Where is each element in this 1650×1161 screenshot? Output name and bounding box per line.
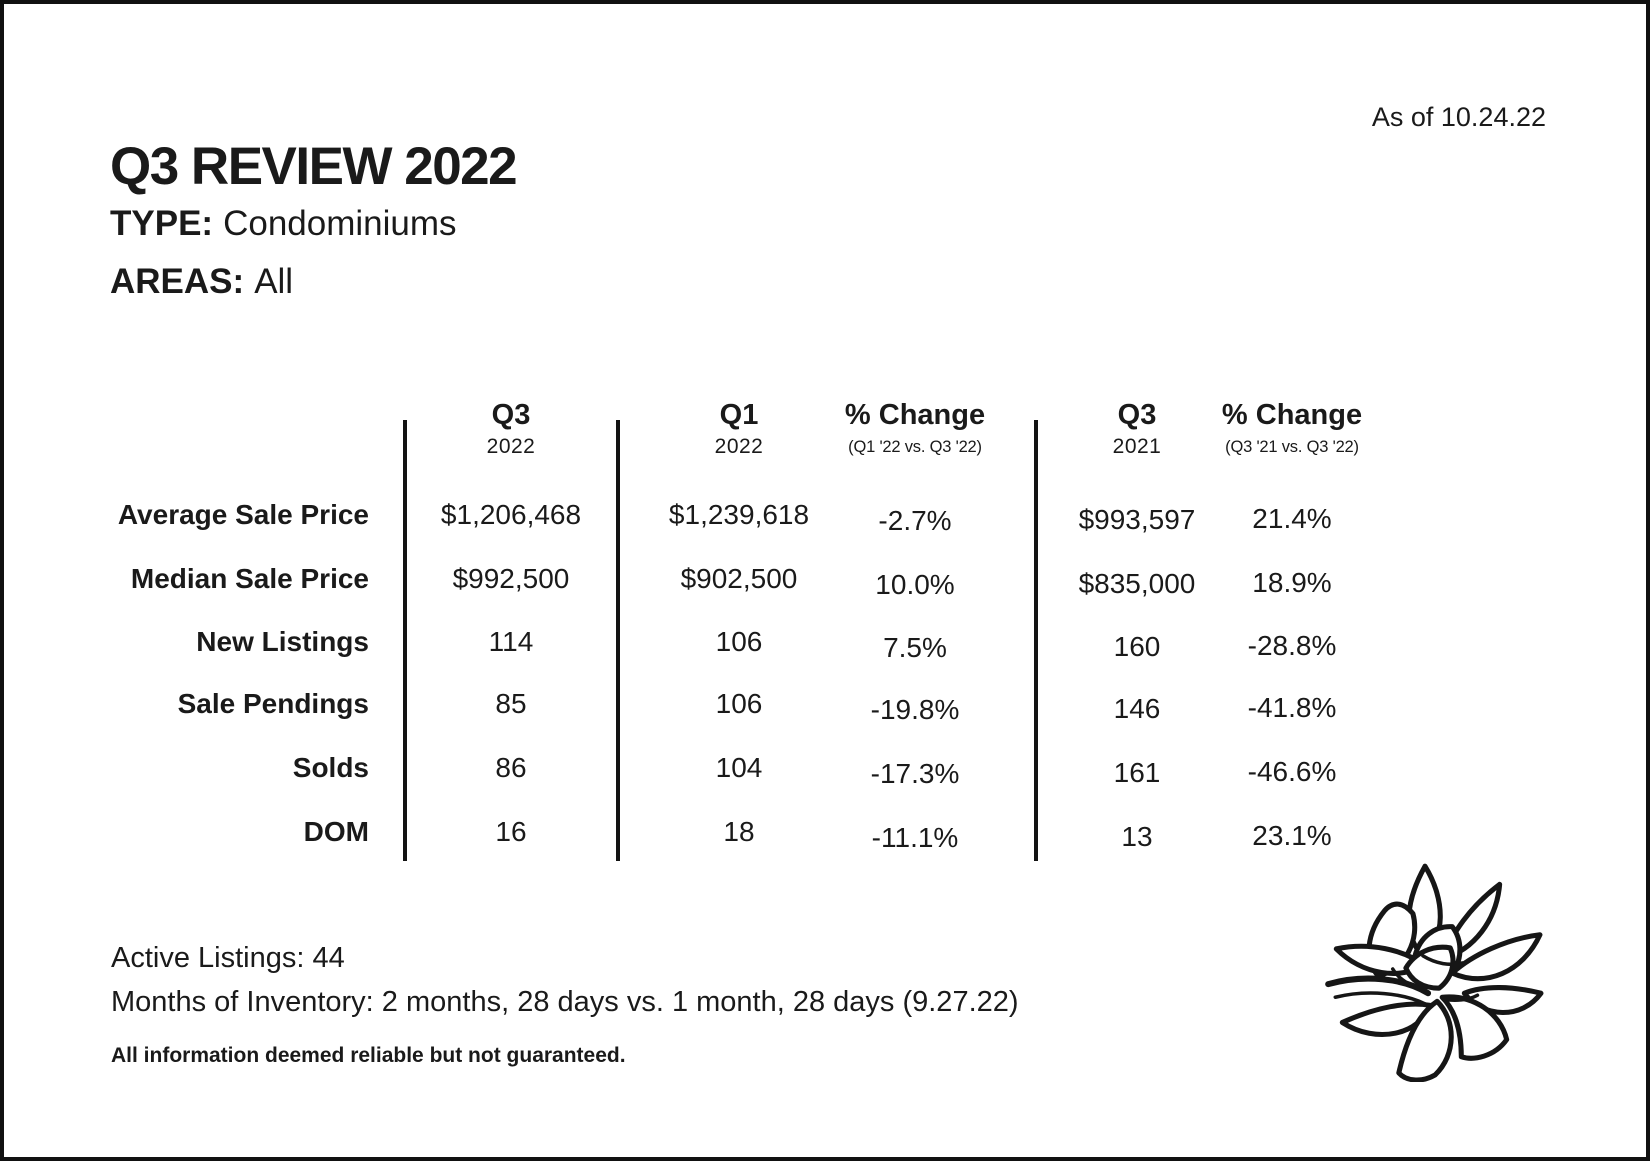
value-pct-q3-vs-q3: -41.8% [1247,692,1337,723]
column-header-pct-change-q1: % Change (Q1 '22 vs. Q3 '22) [805,399,1025,456]
column-header-q3-2021: Q3 2021 [1027,399,1247,458]
row-label: Solds [292,752,369,783]
value-q3-2021: $993,597 [1078,504,1196,535]
value-q1-2022: 106 [715,626,763,657]
value-pct-q1-vs-q3: 10.0% [875,569,955,600]
table-row: New Listings 114 106 7.5% 160 -28.8% [4,620,1646,664]
areas-value: All [254,262,294,301]
type-label: TYPE: [110,204,214,243]
type-line: TYPE: Condominiums [110,204,457,244]
months-of-inventory-text: Months of Inventory: 2 months, 28 days v… [111,986,1019,1018]
value-q1-2022: $902,500 [680,563,798,594]
column-subtitle: (Q3 '21 vs. Q3 '22) [1225,437,1359,456]
value-pct-q3-vs-q3: -28.8% [1247,630,1337,661]
value-q3-2021: 146 [1113,693,1161,724]
magnolia-flower-icon [1302,850,1544,1083]
value-pct-q3-vs-q3: 21.4% [1252,503,1332,534]
column-period: % Change [844,399,986,431]
column-subtitle: (Q1 '22 vs. Q3 '22) [848,437,982,456]
column-period: Q1 [719,399,759,431]
as-of-date: As of 10.24.22 [1371,102,1546,132]
value-q1-2022: $1,239,618 [668,499,810,530]
value-pct-q1-vs-q3: -11.1% [871,822,959,853]
table-row: DOM 16 18 -11.1% 13 23.1% [4,810,1646,854]
value-pct-q1-vs-q3: -19.8% [870,694,960,725]
table-divider-1 [403,420,407,861]
column-period: Q3 [1117,399,1157,431]
value-q3-2021: 13 [1121,821,1153,852]
value-q3-2021: $835,000 [1078,568,1196,599]
row-label: DOM [303,816,369,847]
column-header-pct-change-q3: % Change (Q3 '21 vs. Q3 '22) [1182,399,1402,456]
column-header-q1-2022: Q1 2022 [629,399,849,458]
value-q3-2022: 16 [495,816,527,847]
value-pct-q1-vs-q3: 7.5% [883,632,947,663]
row-label: Sale Pendings [177,688,369,719]
value-q3-2022: 86 [495,752,527,783]
table-divider-2 [616,420,620,861]
value-pct-q1-vs-q3: -17.3% [870,758,960,789]
value-q3-2022: 114 [488,626,534,657]
table-row: Solds 86 104 -17.3% 161 -46.6% [4,746,1646,790]
value-pct-q3-vs-q3: 18.9% [1252,567,1332,598]
row-label: Average Sale Price [117,499,369,530]
disclaimer-text: All information deemed reliable but not … [111,1044,626,1067]
value-q3-2021: 160 [1113,631,1161,662]
active-listings-text: Active Listings: 44 [111,942,345,974]
table-row: Median Sale Price $992,500 $902,500 10.0… [4,557,1646,601]
value-q3-2022: $992,500 [452,563,570,594]
row-label: New Listings [196,626,369,657]
value-q1-2022: 104 [715,752,763,783]
areas-label: AREAS: [110,262,245,301]
value-q3-2022: 85 [495,688,527,719]
table-row: Average Sale Price $1,206,468 $1,239,618… [4,493,1646,537]
column-year: 2022 [486,434,536,458]
value-q1-2022: 18 [723,816,755,847]
table-row: Sale Pendings 85 106 -19.8% 146 -41.8% [4,682,1646,726]
column-period: Q3 [491,399,531,431]
column-period: % Change [1221,399,1363,431]
value-pct-q3-vs-q3: 23.1% [1252,820,1332,851]
column-header-q3-2022: Q3 2022 [403,399,619,458]
value-pct-q1-vs-q3: -2.7% [878,505,952,536]
areas-line: AREAS: All [110,262,293,302]
page-title: Q3 REVIEW 2022 [110,137,518,196]
row-label: Median Sale Price [130,563,369,594]
column-year: 2022 [714,434,764,458]
value-q3-2021: 161 [1113,757,1161,788]
value-q1-2022: 106 [715,688,763,719]
type-value: Condominiums [223,204,457,243]
table-divider-3 [1034,420,1038,861]
value-pct-q3-vs-q3: -46.6% [1247,756,1337,787]
column-year: 2021 [1112,434,1162,458]
value-q3-2022: $1,206,468 [440,499,582,530]
